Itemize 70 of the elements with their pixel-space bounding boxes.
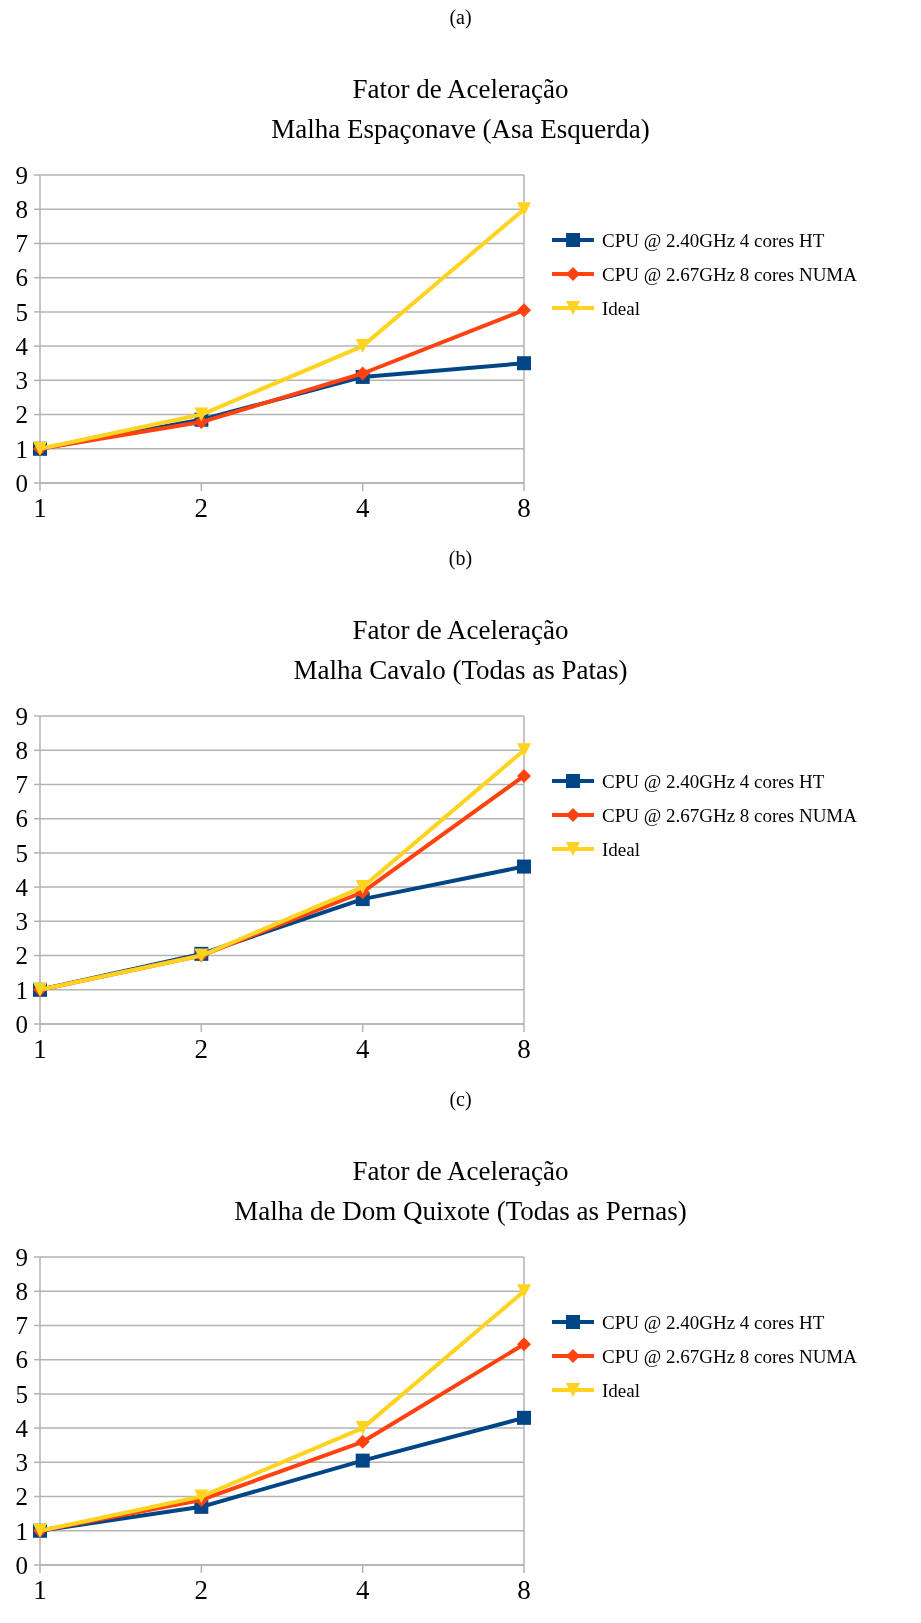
y-tick-label: 9: [15, 161, 28, 189]
point: [517, 303, 531, 318]
y-tick-label: 6: [15, 805, 28, 833]
chart-subtitle: Malha Espaçonave (Asa Esquerda): [271, 114, 650, 144]
x-tick-label: 4: [355, 493, 370, 523]
legend-label: CPU @ 2.40GHz 4 cores HT: [602, 1311, 825, 1333]
point: [355, 1421, 370, 1436]
x-tick-label: 4: [355, 1575, 370, 1605]
y-tick-label: 3: [15, 367, 28, 395]
text: (b): [448, 547, 473, 570]
point: [517, 1337, 531, 1352]
point: [194, 407, 209, 422]
y-tick-label: 3: [15, 908, 28, 936]
y-tick-label: 3: [15, 1449, 28, 1477]
y-tick-label: 4: [15, 1414, 29, 1442]
y-tick-label: 8: [15, 736, 28, 764]
y-tick-label: 9: [15, 1243, 28, 1271]
y-tick-label: 5: [15, 298, 28, 326]
chart-title: Fator de Aceleração: [352, 74, 569, 104]
legend-label: Ideal: [602, 838, 640, 860]
point: [355, 1434, 370, 1449]
y-tick-label: 7: [15, 230, 28, 258]
y-tick-label: 8: [15, 1277, 28, 1305]
legend-label: Ideal: [602, 297, 640, 319]
y-tick-label: 0: [15, 1551, 28, 1579]
x-tick-label: 2: [194, 1575, 209, 1605]
point: [517, 356, 531, 371]
point: [355, 339, 370, 354]
x-tick-label: 8: [517, 493, 531, 523]
point: [517, 859, 531, 874]
y-tick-label: 5: [15, 1380, 28, 1408]
x-tick-label: 2: [194, 493, 209, 523]
legend-label: Ideal: [602, 1379, 640, 1401]
y-tick-label: 8: [15, 195, 28, 223]
point: [517, 1284, 531, 1299]
chart-title: Fator de Aceleração: [352, 1156, 569, 1186]
y-tick-label: 1: [15, 435, 28, 463]
x-tick-label: 4: [355, 1034, 370, 1064]
y-tick-label: 1: [15, 976, 28, 1004]
point: [517, 1410, 531, 1425]
y-tick-label: 2: [15, 1483, 28, 1511]
y-tick-label: 2: [15, 401, 28, 429]
y-tick-label: 4: [15, 332, 29, 360]
chart-subtitle: Malha Cavalo (Todas as Patas): [293, 655, 628, 685]
legend-label: CPU @ 2.40GHz 4 cores HT: [602, 229, 825, 251]
text: (c): [449, 1088, 472, 1111]
legend-label: CPU @ 2.67GHz 8 cores NUMA: [602, 804, 858, 826]
legend-label: CPU @ 2.67GHz 8 cores NUMA: [602, 263, 858, 285]
y-tick-label: 6: [15, 1346, 28, 1374]
y-tick-label: 1: [15, 1517, 28, 1545]
y-tick-label: 6: [15, 264, 28, 292]
y-tick-label: 0: [15, 1010, 28, 1038]
x-tick-label: 8: [517, 1034, 531, 1064]
y-tick-label: 5: [15, 839, 28, 867]
y-tick-label: 7: [15, 1312, 28, 1340]
chart-subtitle: Malha de Dom Quixote (Todas as Pernas): [234, 1196, 687, 1226]
legend-label: CPU @ 2.67GHz 8 cores NUMA: [602, 1345, 858, 1367]
x-tick-label: 2: [194, 1034, 209, 1064]
text: (a): [449, 6, 472, 29]
y-tick-label: 2: [15, 942, 28, 970]
point: [517, 202, 531, 217]
point: [355, 1453, 370, 1468]
x-tick-label: 8: [517, 1575, 531, 1605]
y-tick-label: 0: [15, 469, 28, 497]
point: [517, 768, 531, 783]
chart-title: Fator de Aceleração: [352, 615, 569, 645]
y-tick-label: 9: [15, 702, 28, 730]
y-tick-label: 4: [15, 873, 29, 901]
legend-label: CPU @ 2.40GHz 4 cores HT: [602, 770, 825, 792]
y-tick-label: 7: [15, 771, 28, 799]
